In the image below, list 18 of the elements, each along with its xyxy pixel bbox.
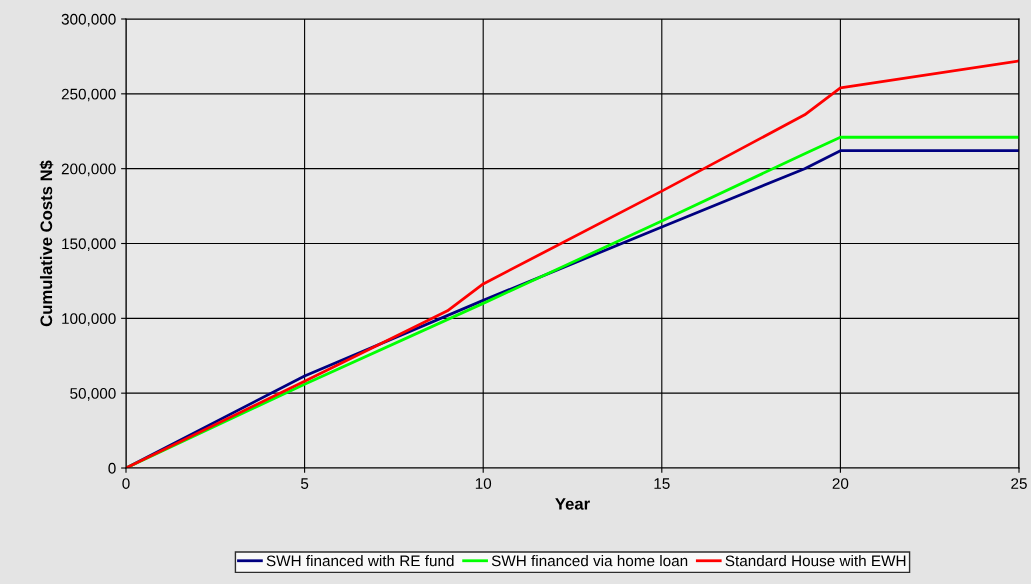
y-tick-label: 0	[108, 462, 116, 474]
x-tick-label: 25	[1011, 478, 1027, 489]
x-tick-label: 5	[300, 478, 309, 489]
x-tick-label: 20	[832, 478, 849, 489]
legend-label: SWH financed with RE fund	[266, 555, 454, 567]
y-tick-label: 150,000	[62, 238, 116, 251]
y-tick-label: 200,000	[61, 163, 116, 177]
x-tick-label: 15	[654, 478, 670, 489]
y-tick-label: 250,000	[61, 88, 116, 102]
y-tick-label: 50,000	[70, 388, 116, 401]
y-tick-label: 100,000	[62, 313, 116, 326]
legend-label: SWH financed via home loan	[491, 555, 688, 567]
y-axis-title: Cumulative Costs N$	[39, 160, 54, 327]
x-axis-title: Year	[555, 498, 590, 510]
y-tick-label: 300,000	[61, 13, 116, 27]
legend-label: Standard House with EWH	[725, 555, 906, 567]
x-tick-label: 10	[475, 478, 492, 489]
x-tick-label: 0	[122, 478, 130, 489]
